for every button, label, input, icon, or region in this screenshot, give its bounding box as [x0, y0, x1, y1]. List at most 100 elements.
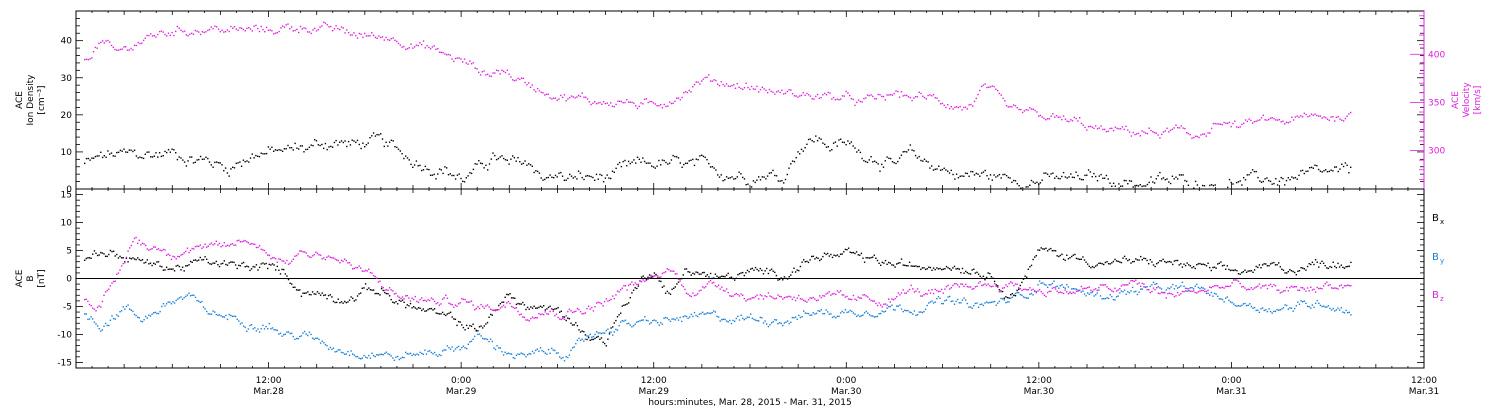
by-point	[1319, 304, 1322, 306]
bx-point	[1149, 259, 1151, 261]
bx-point	[637, 285, 640, 287]
bz-point	[1141, 282, 1143, 285]
bz-point	[1292, 286, 1294, 288]
density-point	[1107, 178, 1109, 180]
bx-point	[690, 274, 692, 276]
bx-point	[242, 261, 245, 264]
velocity-point	[1136, 133, 1138, 135]
bx-point	[1196, 264, 1198, 266]
density-point	[492, 152, 494, 154]
density-point	[260, 152, 262, 154]
bx-point	[244, 266, 246, 268]
velocity-point	[973, 100, 976, 103]
density-point	[706, 159, 708, 161]
bx-point	[472, 323, 474, 325]
bz-point	[579, 311, 582, 313]
bx-point	[921, 267, 924, 269]
bz-point	[928, 289, 930, 292]
bx-point	[604, 342, 606, 345]
velocity-point	[308, 31, 311, 33]
density-point	[1162, 177, 1165, 179]
velocity-point	[469, 60, 471, 62]
by-point	[1239, 305, 1241, 307]
bx-point	[271, 263, 274, 265]
by-point	[1184, 287, 1187, 289]
by-point	[705, 313, 707, 315]
velocity-point	[1262, 114, 1264, 116]
by-point	[157, 312, 160, 315]
bz-point	[1077, 290, 1079, 292]
density-point	[979, 175, 981, 177]
by-point	[120, 310, 123, 312]
bx-point	[453, 318, 455, 320]
velocity-point	[223, 31, 225, 33]
by-point	[141, 321, 144, 323]
by-point	[380, 353, 383, 355]
bx-point	[1269, 263, 1272, 265]
density-point	[274, 149, 277, 151]
density-point	[148, 151, 150, 153]
bz-point	[470, 300, 473, 302]
bz-point	[690, 295, 692, 298]
bz-point	[523, 316, 526, 319]
by-point	[937, 296, 940, 298]
by-point	[547, 348, 550, 351]
bz-point	[1062, 292, 1065, 295]
by-point	[960, 302, 962, 304]
density-point	[433, 173, 435, 176]
bx-point	[363, 287, 365, 289]
by-point	[406, 353, 408, 355]
bz-point	[1234, 279, 1236, 281]
velocity-point	[695, 81, 697, 83]
velocity-point	[1125, 125, 1127, 127]
bz-point	[356, 267, 359, 269]
density-point	[326, 148, 328, 151]
bx-point	[421, 309, 423, 312]
bz-point	[1087, 286, 1089, 289]
by-point	[963, 297, 965, 299]
bz-point	[613, 297, 615, 300]
velocity-point	[927, 94, 929, 97]
by-point	[1241, 304, 1243, 307]
density-point	[92, 157, 95, 159]
bx-point	[1286, 272, 1288, 274]
bz-point	[880, 304, 882, 306]
bz-point	[186, 247, 189, 249]
by-point	[796, 318, 798, 320]
velocity-point	[1346, 115, 1348, 117]
by-point	[767, 325, 770, 328]
by-point	[766, 323, 768, 325]
bx-point	[990, 276, 993, 278]
by-point	[405, 351, 407, 354]
bx-point	[406, 304, 408, 306]
density-point	[142, 157, 145, 160]
bx-point	[1350, 261, 1352, 264]
bx-point	[125, 257, 128, 259]
density-point	[1193, 187, 1195, 189]
bz-point	[549, 310, 551, 313]
bz-point	[302, 251, 304, 253]
velocity-point	[544, 94, 546, 96]
by-point	[135, 314, 137, 317]
velocity-point	[699, 83, 701, 85]
by-point	[913, 310, 916, 312]
velocity-point	[1175, 124, 1177, 126]
velocity-y-tick-label: 300	[1428, 147, 1445, 157]
bz-point	[746, 299, 749, 301]
velocity-point	[515, 79, 517, 81]
bz-point	[1261, 285, 1264, 287]
by-point	[952, 300, 954, 302]
bx-point	[618, 314, 620, 316]
by-point	[863, 312, 866, 314]
bz-point	[945, 285, 948, 288]
by-point	[552, 349, 554, 351]
velocity-point	[693, 83, 696, 86]
bx-point	[734, 279, 736, 281]
bz-point	[336, 259, 338, 261]
by-point	[843, 311, 845, 314]
by-point	[1027, 297, 1029, 299]
bx-point	[745, 272, 747, 274]
velocity-point	[1146, 132, 1149, 135]
velocity-point	[399, 44, 401, 46]
density-point	[1235, 181, 1238, 184]
